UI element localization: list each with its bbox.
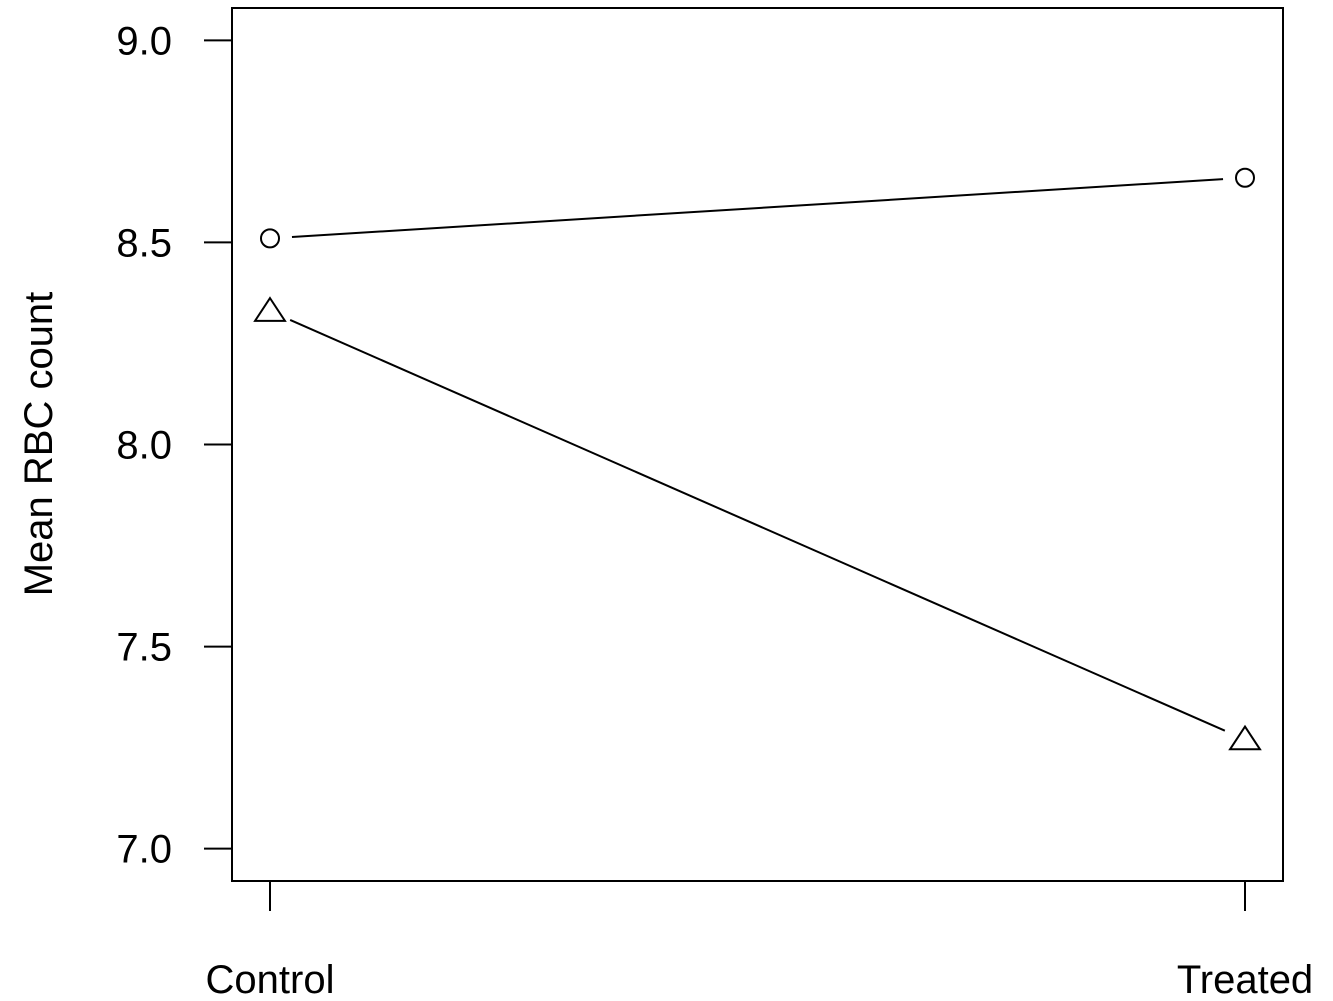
circle-point (1235, 167, 1255, 188)
y-axis: 7.0 7.5 8.0 8.5 9.0 (116, 19, 232, 872)
plot-frame (231, 7, 1284, 882)
series-line-triangle (289, 319, 1226, 732)
x-tick-label: Treated (1177, 958, 1313, 1001)
circle-point (260, 228, 280, 249)
triangle-point (253, 296, 287, 322)
triangle-point (1228, 724, 1262, 751)
series-line-circle (291, 178, 1224, 239)
series-layer (253, 167, 1262, 751)
y-tick-label: 7.5 (116, 626, 172, 670)
x-tick-label: Control (206, 958, 335, 1001)
y-tick-label: 9.0 (116, 19, 172, 63)
y-axis-title: Mean RBC count (17, 292, 61, 597)
x-axis: Control Treated (206, 881, 1313, 1001)
y-tick-label: 8.0 (116, 424, 172, 468)
y-tick-label: 8.5 (116, 221, 172, 265)
y-tick-label: 7.0 (116, 828, 172, 872)
